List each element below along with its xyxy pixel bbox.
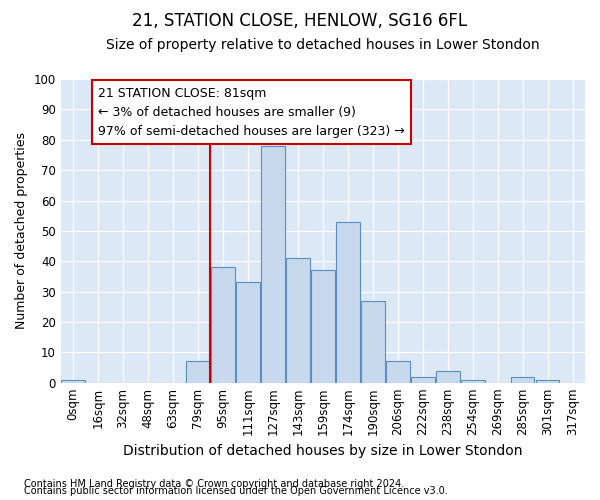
Bar bbox=[261, 146, 285, 382]
Bar bbox=[236, 282, 260, 382]
Text: Contains HM Land Registry data © Crown copyright and database right 2024.: Contains HM Land Registry data © Crown c… bbox=[24, 479, 404, 489]
Y-axis label: Number of detached properties: Number of detached properties bbox=[15, 132, 28, 330]
Text: Contains public sector information licensed under the Open Government Licence v3: Contains public sector information licen… bbox=[24, 486, 448, 496]
Bar bbox=[61, 380, 85, 382]
Text: 21 STATION CLOSE: 81sqm
← 3% of detached houses are smaller (9)
97% of semi-deta: 21 STATION CLOSE: 81sqm ← 3% of detached… bbox=[98, 86, 405, 138]
Title: Size of property relative to detached houses in Lower Stondon: Size of property relative to detached ho… bbox=[106, 38, 539, 52]
Bar bbox=[436, 370, 460, 382]
Bar bbox=[386, 362, 410, 382]
Bar bbox=[211, 268, 235, 382]
Bar bbox=[336, 222, 359, 382]
Bar bbox=[186, 362, 210, 382]
X-axis label: Distribution of detached houses by size in Lower Stondon: Distribution of detached houses by size … bbox=[123, 444, 523, 458]
Bar bbox=[311, 270, 335, 382]
Text: 21, STATION CLOSE, HENLOW, SG16 6FL: 21, STATION CLOSE, HENLOW, SG16 6FL bbox=[133, 12, 467, 30]
Bar bbox=[461, 380, 485, 382]
Bar bbox=[286, 258, 310, 382]
Bar bbox=[361, 300, 385, 382]
Bar bbox=[411, 376, 434, 382]
Bar bbox=[536, 380, 559, 382]
Bar bbox=[511, 376, 535, 382]
